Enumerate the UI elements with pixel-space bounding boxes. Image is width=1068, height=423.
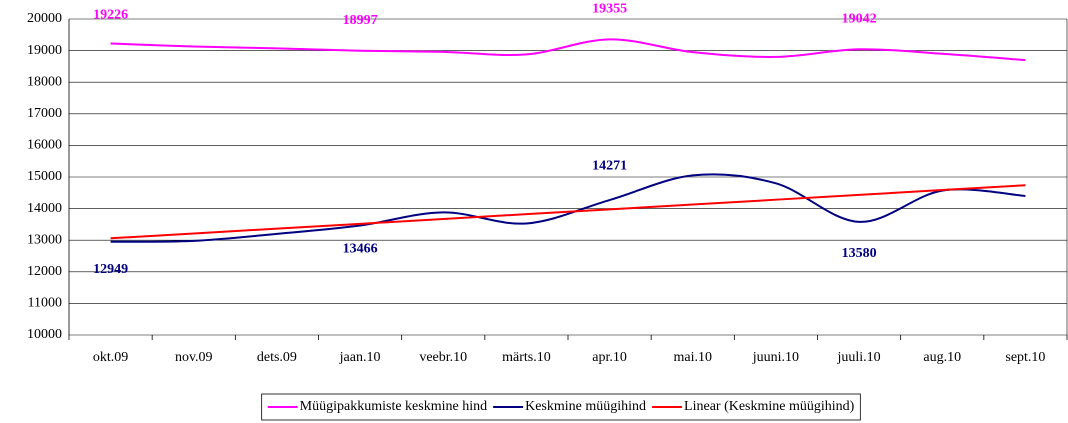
x-tick-label: aug.10 (923, 350, 961, 365)
data-label: 19042 (842, 11, 877, 26)
x-tick-label: juuni.10 (752, 350, 799, 365)
x-tick-label: okt.09 (93, 350, 128, 365)
legend-label: Linear (Keskmine müügihind) (684, 399, 855, 414)
y-tick-label: 12000 (27, 264, 62, 279)
data-label: 12949 (93, 262, 128, 277)
x-tick-label: dets.09 (257, 350, 297, 365)
series-line (110, 184, 1026, 240)
data-label: 13580 (842, 246, 877, 261)
y-tick-label: 15000 (27, 169, 62, 184)
data-label: 14271 (592, 158, 627, 173)
data-label: 19355 (592, 2, 627, 17)
x-tick-label: apr.10 (592, 350, 627, 365)
y-tick-label: 19000 (27, 43, 62, 58)
y-tick-label: 13000 (27, 232, 62, 247)
x-tick-label: juuli.10 (836, 350, 880, 365)
y-tick-label: 14000 (27, 201, 62, 216)
legend-label: Müügipakkumiste keskmine hind (300, 399, 487, 414)
x-tick-label: märts.10 (502, 350, 551, 365)
x-tick-label: sept.10 (1005, 350, 1045, 365)
x-tick-label: veebr.10 (419, 350, 467, 365)
legend: Müügipakkumiste keskmine hind Keskmine mü… (261, 393, 861, 421)
y-tick-label: 10000 (27, 327, 62, 342)
series-line (110, 173, 1026, 243)
y-tick-label: 17000 (27, 106, 62, 121)
data-label: 18997 (343, 13, 378, 28)
data-label: 19226 (93, 8, 128, 23)
x-tick-label: jaan.10 (339, 350, 381, 365)
series-line (110, 38, 1026, 62)
y-tick-label: 11000 (28, 296, 62, 311)
x-tick-label: mai.10 (674, 350, 713, 365)
data-label: 13466 (343, 242, 378, 257)
legend-box (261, 393, 861, 421)
legend-label: Keskmine müügihind (525, 399, 646, 414)
y-tick-label: 18000 (27, 74, 62, 89)
y-tick-label: 20000 (27, 11, 62, 26)
y-tick-label: 16000 (27, 138, 62, 153)
x-tick-label: nov.09 (175, 350, 213, 365)
